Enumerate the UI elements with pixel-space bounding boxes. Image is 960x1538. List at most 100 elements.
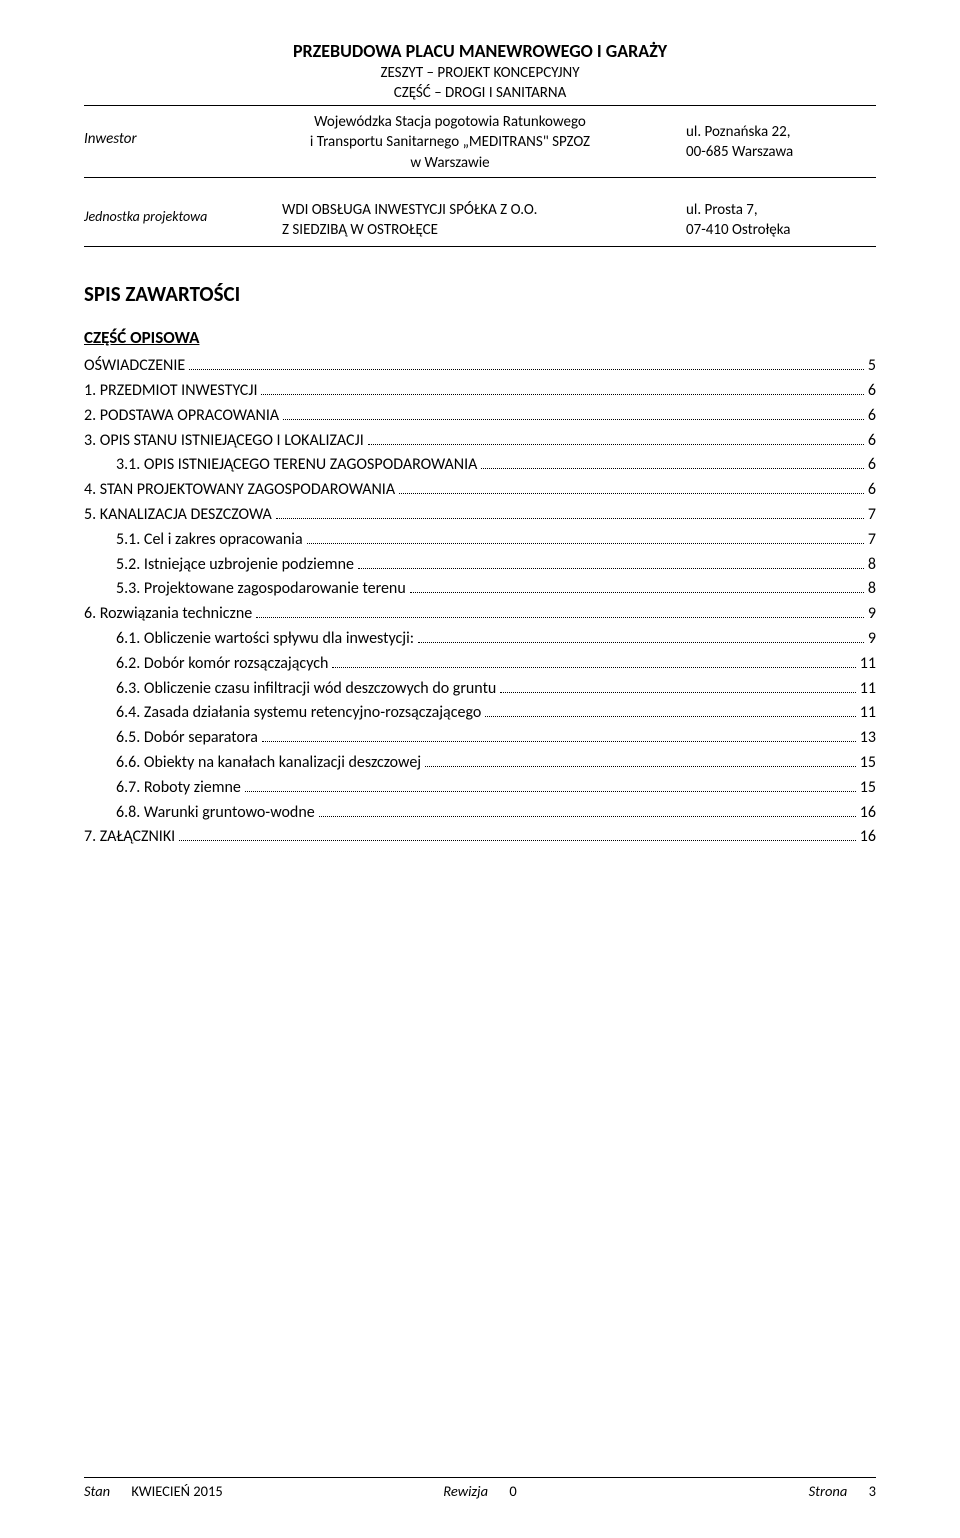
toc-row: 5.3. Projektowane zagospodarowanie teren…: [84, 577, 876, 602]
toc-page-number: 6: [868, 379, 876, 404]
toc-text: Warunki gruntowo-wodne: [144, 801, 315, 826]
toc-number: 5.: [84, 503, 100, 528]
toc-number: 1.: [84, 379, 100, 404]
toc-leader-dots: [368, 431, 864, 445]
toc-leader-dots: [481, 456, 863, 470]
toc-text: Roboty ziemne: [144, 776, 241, 801]
toc-number: 6.6.: [116, 751, 144, 776]
toc-page-number: 6: [868, 478, 876, 503]
toc-page-number: 16: [860, 825, 876, 850]
investor-line3: w Warszawie: [214, 153, 686, 173]
unit-line1: WDI OBSŁUGA INWESTYCJI SPÓŁKA Z O.O.: [282, 200, 686, 220]
toc-leader-dots: [261, 381, 863, 395]
toc-number: 2.: [84, 404, 100, 429]
toc-text: ZAŁĄCZNIKI: [100, 825, 175, 850]
toc-row: 1. PRZEDMIOT INWESTYCJI 6: [84, 379, 876, 404]
investor-name: Wojewódzka Stacja pogotowia Ratunkowego …: [214, 112, 686, 173]
divider: [84, 105, 876, 106]
page: PRZEBUDOWA PLACU MANEWROWEGO I GARAŻY ZE…: [0, 0, 960, 1538]
footer-divider: [84, 1477, 876, 1478]
toc-row: 5. KANALIZACJA DESZCZOWA 7: [84, 503, 876, 528]
toc-text: Cel i zakres opracowania: [144, 528, 303, 553]
toc-leader-dots: [256, 605, 864, 619]
doc-main-title: PRZEBUDOWA PLACU MANEWROWEGO I GARAŻY: [84, 40, 876, 62]
toc-text: PODSTAWA OPRACOWANIA: [100, 404, 279, 429]
toc-row: 6.6. Obiekty na kanałach kanalizacji des…: [84, 751, 876, 776]
investor-line2: i Transportu Sanitarnego „MEDITRANS" SPZ…: [214, 132, 686, 152]
toc-leader-dots: [418, 629, 864, 643]
footer-mid-label: Rewizja: [443, 1482, 488, 1500]
investor-address: ul. Poznańska 22, 00-685 Warszawa: [686, 112, 876, 163]
toc-row: 6.5. Dobór separatora 13: [84, 726, 876, 751]
toc-number: 5.3.: [116, 577, 144, 602]
investor-label: Inwestor: [84, 112, 214, 148]
toc-leader-dots: [307, 530, 864, 544]
footer: Stan KWIECIEŃ 2015 Rewizja 0 Strona 3: [84, 1477, 876, 1500]
toc-row: 6.8. Warunki gruntowo-wodne 16: [84, 801, 876, 826]
toc-number: 3.1.: [116, 453, 144, 478]
toc-page-number: 6: [868, 453, 876, 478]
toc-leader-dots: [500, 679, 855, 693]
toc-text: KANALIZACJA DESZCZOWA: [100, 503, 272, 528]
toc-page-number: 11: [860, 701, 876, 726]
toc-text: Rozwiązania techniczne: [100, 602, 252, 627]
toc-leader-dots: [485, 704, 855, 718]
unit-label: Jednostka projektowa: [84, 200, 254, 225]
toc-page-number: 6: [868, 404, 876, 429]
toc-page-number: 6: [868, 429, 876, 454]
toc-leader-dots: [332, 654, 855, 668]
toc-number: 6.3.: [116, 677, 144, 702]
unit-addr1: ul. Prosta 7,: [686, 200, 876, 220]
toc-text: Istniejące uzbrojenie podziemne: [144, 553, 354, 578]
footer-mid-value: 0: [509, 1482, 516, 1500]
investor-addr1: ul. Poznańska 22,: [686, 122, 876, 142]
toc-row: 4. STAN PROJEKTOWANY ZAGOSPODAROWANIA 6: [84, 478, 876, 503]
toc-leader-dots: [245, 778, 856, 792]
toc-number: 6.4.: [116, 701, 144, 726]
toc-page-number: 16: [860, 801, 876, 826]
toc-row: 6. Rozwiązania techniczne 9: [84, 602, 876, 627]
toc-leader-dots: [319, 803, 856, 817]
toc-number: 5.1.: [116, 528, 144, 553]
toc-number: 6.5.: [116, 726, 144, 751]
toc-text: Obliczenie czasu infiltracji wód deszczo…: [144, 677, 496, 702]
table-of-contents: OŚWIADCZENIE 51. PRZEDMIOT INWESTYCJI 62…: [84, 354, 876, 850]
toc-leader-dots: [410, 580, 864, 594]
toc-row: 6.2. Dobór komór rozsączających 11: [84, 652, 876, 677]
toc-leader-dots: [425, 753, 856, 767]
toc-page-number: 9: [868, 627, 876, 652]
toc-row: 2. PODSTAWA OPRACOWANIA 6: [84, 404, 876, 429]
toc-row: 6.4. Zasada działania systemu retencyjno…: [84, 701, 876, 726]
toc-page-number: 8: [868, 553, 876, 578]
toc-leader-dots: [358, 555, 864, 569]
doc-subtitle-2: CZĘŚĆ – DROGI I SANITARNA: [84, 84, 876, 102]
toc-number: 4.: [84, 478, 100, 503]
doc-subtitle-1: ZESZYT – PROJEKT KONCEPCYJNY: [84, 64, 876, 82]
section-title: SPIS ZAWARTOŚCI: [84, 281, 876, 307]
toc-leader-dots: [179, 828, 856, 842]
toc-page-number: 11: [860, 677, 876, 702]
unit-row: Jednostka projektowa WDI OBSŁUGA INWESTY…: [84, 200, 876, 241]
footer-right: Strona 3: [612, 1482, 876, 1500]
footer-left: Stan KWIECIEŃ 2015: [84, 1482, 348, 1500]
toc-page-number: 9: [868, 602, 876, 627]
toc-leader-dots: [262, 729, 856, 743]
investor-addr2: 00-685 Warszawa: [686, 142, 876, 162]
toc-text: Dobór separatora: [144, 726, 258, 751]
toc-text: Dobór komór rozsączających: [144, 652, 328, 677]
toc-number: 3.: [84, 429, 100, 454]
toc-page-number: 8: [868, 577, 876, 602]
toc-row: 3.1. OPIS ISTNIEJĄCEGO TERENU ZAGOSPODAR…: [84, 453, 876, 478]
toc-row: 7. ZAŁĄCZNIKI 16: [84, 825, 876, 850]
toc-page-number: 13: [860, 726, 876, 751]
toc-text: Obliczenie wartości spływu dla inwestycj…: [144, 627, 414, 652]
toc-text: PRZEDMIOT INWESTYCJI: [100, 379, 258, 404]
toc-number: 6.7.: [116, 776, 144, 801]
toc-page-number: 7: [868, 528, 876, 553]
toc-leader-dots: [399, 481, 864, 495]
toc-number: 6.1.: [116, 627, 144, 652]
toc-row: 5.1. Cel i zakres opracowania 7: [84, 528, 876, 553]
sub-section-title: CZĘŚĆ OPISOWA: [84, 327, 876, 348]
toc-text: Zasada działania systemu retencyjno-rozs…: [144, 701, 481, 726]
toc-text: OŚWIADCZENIE: [84, 354, 185, 379]
